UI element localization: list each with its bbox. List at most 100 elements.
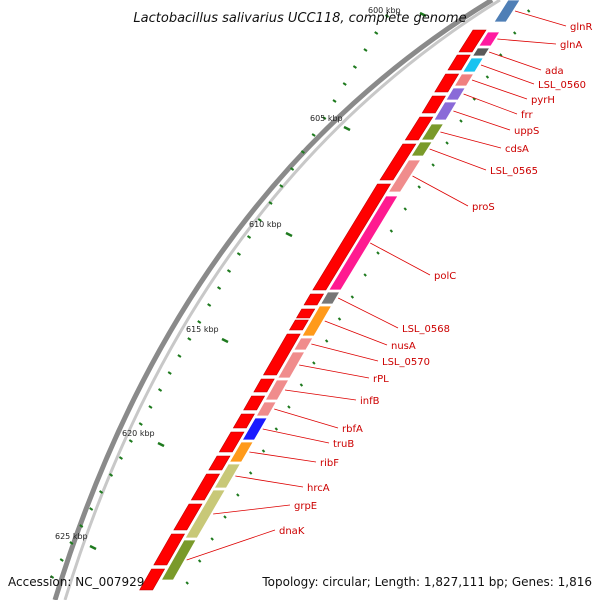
skew-tick xyxy=(352,65,357,69)
skew-tick xyxy=(226,269,232,273)
skew-tick xyxy=(374,31,379,35)
cds-arrow xyxy=(153,533,186,566)
gene-leader-line xyxy=(497,38,557,45)
gene-block xyxy=(445,87,466,101)
cds-arrow xyxy=(434,73,460,93)
gene-label: proS xyxy=(472,202,495,213)
skew-tick xyxy=(79,524,84,528)
cds-arrow xyxy=(447,54,471,71)
skew-tick xyxy=(50,575,55,579)
gene-leader-line xyxy=(480,64,535,85)
gene-leader-line xyxy=(370,242,431,276)
skew-tick xyxy=(128,439,133,443)
skew-tick xyxy=(300,150,305,154)
gene-leader-line xyxy=(412,175,469,207)
skew-tick xyxy=(279,184,284,188)
genome-backbone xyxy=(52,0,501,600)
cds-arrow xyxy=(458,29,487,53)
gene-leader-line xyxy=(324,320,388,346)
gene-label: LSL_0565 xyxy=(490,166,538,177)
outer-tick xyxy=(445,141,449,145)
gene-label: glnR xyxy=(570,22,592,33)
skew-tick xyxy=(187,337,192,341)
gene-block xyxy=(293,337,314,351)
gene-block xyxy=(493,0,521,23)
outer-tick xyxy=(403,207,407,211)
gene-block xyxy=(255,401,277,417)
gene-label: glnA xyxy=(560,40,582,51)
gene-label: rbfA xyxy=(342,424,363,435)
outer-tick xyxy=(431,163,435,167)
gene-leader-line xyxy=(440,131,502,149)
skew-tick xyxy=(257,218,262,222)
topology-text: Topology: circular; Length: 1,827,111 bp… xyxy=(261,575,592,589)
skew-tick xyxy=(59,558,64,562)
gene-leader-line xyxy=(284,389,357,401)
kbp-scale: 600 kbp 605 kbp 610 kbp 615 kbp 620 kbp 625 k… xyxy=(55,6,427,551)
gene-label: grpE xyxy=(294,501,317,512)
outer-tick xyxy=(485,75,490,79)
kbp-tick xyxy=(419,11,427,18)
gene-label: polC xyxy=(434,271,456,282)
cds-arrow xyxy=(208,455,231,471)
cds-arrow xyxy=(295,308,316,319)
gene-label: truB xyxy=(333,439,354,450)
gene-label: cdsA xyxy=(505,144,529,155)
outer-tick xyxy=(185,581,189,585)
outer-tick xyxy=(248,471,253,475)
skew-tick xyxy=(290,167,295,171)
gene-block xyxy=(478,31,501,47)
gene-leader-line xyxy=(463,93,518,115)
cds-arrow xyxy=(312,183,392,291)
outer-tick xyxy=(274,427,279,431)
gene-label: LSL_0570 xyxy=(382,357,430,368)
gene-leader-line xyxy=(249,451,317,463)
skew-tick xyxy=(311,133,316,137)
skew-tick xyxy=(118,456,123,460)
outer-tick xyxy=(417,185,421,189)
kbp-label: 600 kbp xyxy=(368,6,401,15)
outer-tick xyxy=(459,119,463,123)
skew-tick xyxy=(207,303,212,307)
kbp-label: 615 kbp xyxy=(186,325,219,334)
skew-tick xyxy=(363,48,368,52)
gene-label: hrcA xyxy=(307,483,330,494)
gene-label: ribF xyxy=(320,458,339,469)
kbp-tick xyxy=(343,125,351,132)
gene-block xyxy=(420,123,445,141)
gene-leader-line xyxy=(262,428,330,444)
gene-label: dnaK xyxy=(279,526,305,537)
gene-leader-line xyxy=(311,343,379,362)
skew-tick xyxy=(158,388,163,392)
forward-strand-cds-track xyxy=(139,29,487,591)
skew-tick xyxy=(99,490,104,494)
gene-leader-line xyxy=(514,10,567,27)
cds-arrow xyxy=(253,378,275,393)
cds-arrow xyxy=(303,293,325,306)
skew-tick xyxy=(148,405,153,409)
gene-block xyxy=(277,351,306,379)
kbp-label: 620 kbp xyxy=(122,429,155,438)
kbp-label: 610 kbp xyxy=(249,220,282,229)
skew-tick xyxy=(246,235,252,239)
backbone-outer-line xyxy=(52,0,494,600)
genome-title: Lactobacillus salivarius UCC118, complet… xyxy=(133,11,466,26)
gene-leader-line xyxy=(488,51,542,71)
cds-arrow xyxy=(190,473,221,501)
skew-tick xyxy=(69,541,74,545)
skew-tick xyxy=(322,116,327,120)
outer-tick xyxy=(261,449,266,453)
outer-tick xyxy=(337,317,342,321)
outer-tick xyxy=(236,493,240,497)
gene-label: LSL_0568 xyxy=(402,324,450,335)
outer-tick xyxy=(526,9,531,13)
kbp-tick xyxy=(285,231,293,238)
skew-tick xyxy=(384,14,390,18)
outer-tick xyxy=(299,383,304,387)
gene-block xyxy=(387,159,422,193)
cds-arrow xyxy=(173,503,203,531)
cds-arrow xyxy=(421,95,446,114)
skew-tick xyxy=(236,252,241,256)
outer-tick xyxy=(389,229,394,233)
